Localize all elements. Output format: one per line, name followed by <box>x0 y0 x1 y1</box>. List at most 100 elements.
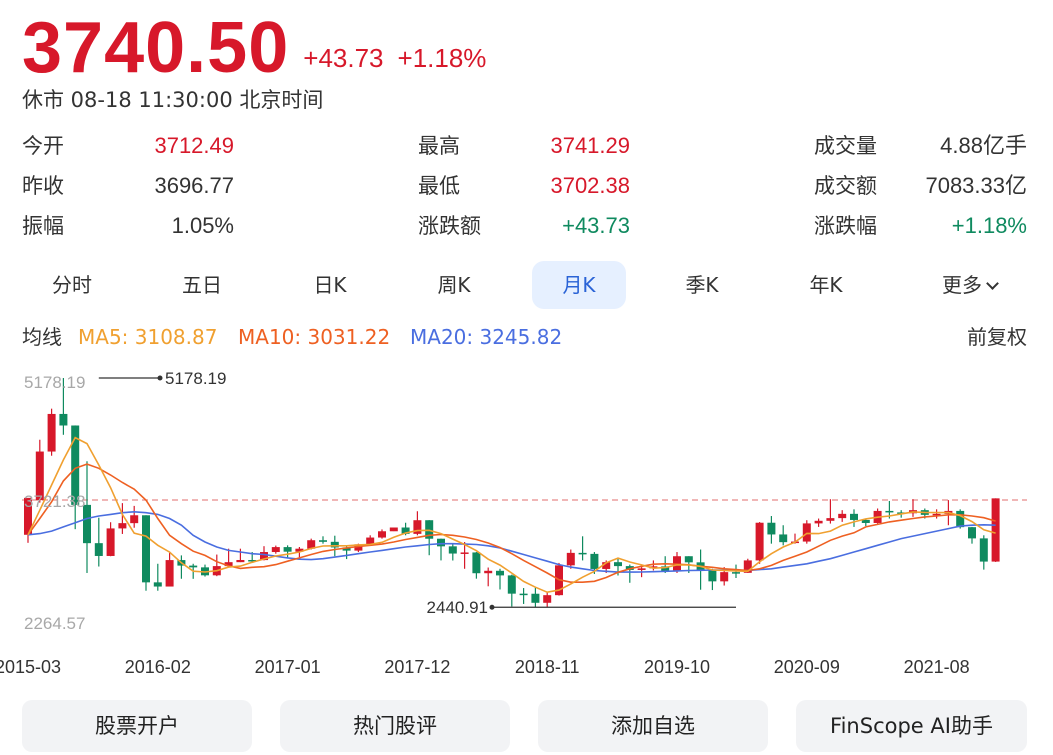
x-axis-label: 2015-03 <box>0 657 61 677</box>
candle-body <box>354 544 363 551</box>
candle-body <box>366 537 375 545</box>
ma20-line <box>27 510 996 573</box>
x-axis-label: 2021-08 <box>904 657 970 677</box>
high-annotation-label: 5178.19 <box>165 369 226 388</box>
candle-body <box>968 527 976 539</box>
kline-chart-svg: 5178.19 3721.38 2264.57 5178.19 2440.91 2015-… <box>0 369 1027 677</box>
stat-value: 3712.49 <box>154 133 234 158</box>
x-axis-label: 2018-11 <box>515 657 580 677</box>
candle-body <box>566 552 575 566</box>
candle-body <box>130 515 139 524</box>
candle-body <box>59 413 68 426</box>
candle-body <box>496 570 504 576</box>
candle-body <box>260 552 268 561</box>
tab-five-day[interactable]: 五日 <box>182 273 222 297</box>
finscope-ai-button[interactable]: FinScope AI助手 <box>796 700 1027 752</box>
period-tabs: 分时 五日 日K 周K 月K 季K 年K 更多 <box>22 261 1027 309</box>
stat-prev-close: 昨收 3696.77 <box>22 166 234 206</box>
candle-body <box>661 566 670 572</box>
ma10-line <box>27 463 996 583</box>
candle-body <box>71 425 80 505</box>
candle-body <box>578 552 587 555</box>
candle-body <box>165 560 174 587</box>
candle-body <box>732 572 740 574</box>
candle-body <box>307 540 316 549</box>
tab-intraday[interactable]: 分时 <box>52 273 92 297</box>
candle-body <box>708 570 717 582</box>
stats-grid: 今开 3712.49 最高 3741.29 成交量 4.88亿手 昨收 3696… <box>22 126 1027 246</box>
stat-open: 今开 3712.49 <box>22 126 234 166</box>
stat-value: 3741.29 <box>550 133 630 158</box>
stat-value: +1.18% <box>951 213 1027 238</box>
candle-body <box>779 534 788 543</box>
candle-body <box>94 543 103 556</box>
candle-body <box>507 575 516 594</box>
tab-more[interactable]: 更多 <box>912 261 1027 309</box>
price-change-percent: +1.18% <box>397 43 487 73</box>
candle-body <box>472 552 481 574</box>
stat-label: 最低 <box>418 174 460 198</box>
candle-body <box>401 527 410 534</box>
add-watchlist-button[interactable]: 添加自选 <box>538 700 768 752</box>
ma10-value: MA10: 3031.22 <box>238 325 391 349</box>
stat-amplitude: 振幅 1.05% <box>22 206 234 246</box>
stat-value: 1.05% <box>171 213 234 238</box>
stat-label: 振幅 <box>22 214 64 238</box>
stat-value: 4.88亿手 <box>940 133 1027 158</box>
stat-label: 涨跌额 <box>418 214 481 238</box>
candle-body <box>802 523 811 542</box>
candle-body <box>448 546 457 554</box>
candle-body <box>437 538 445 547</box>
candle-body <box>425 520 434 539</box>
candle-body <box>378 531 386 538</box>
low-annotation-dot <box>489 604 495 610</box>
candle-body <box>24 497 32 535</box>
y-axis-label: 5178.19 <box>24 373 85 392</box>
candle-body <box>531 593 540 603</box>
open-account-button[interactable]: 股票开户 <box>22 700 252 752</box>
candle-body <box>142 515 150 583</box>
candle-body <box>838 513 847 519</box>
candle-body <box>826 518 835 521</box>
stat-high: 最高 3741.29 <box>418 126 630 166</box>
chevron-down-icon <box>986 277 999 290</box>
candle-body <box>319 540 327 542</box>
stat-low: 最低 3702.38 <box>418 166 630 206</box>
forward-adjust-toggle[interactable]: 前复权 <box>967 325 1027 349</box>
candle-body <box>814 520 823 524</box>
candle-body <box>590 553 599 569</box>
x-axis-label: 2020-09 <box>774 657 840 677</box>
candle-body <box>850 513 858 520</box>
ma-title: 均线 <box>22 325 62 349</box>
stat-value: 7083.33亿 <box>925 173 1027 198</box>
tab-monthly-k[interactable]: 月K <box>532 261 626 309</box>
stat-volume: 成交量 4.88亿手 <box>814 126 1027 166</box>
kline-chart[interactable]: 5178.19 3721.38 2264.57 5178.19 2440.91 2015-… <box>0 360 1053 690</box>
tab-weekly-k[interactable]: 周K <box>437 273 471 297</box>
index-price: 3740.50 <box>22 8 290 88</box>
ma5-line <box>27 436 996 594</box>
stat-label: 成交额 <box>814 174 877 198</box>
candle-body <box>106 528 115 556</box>
candle-body <box>413 520 422 534</box>
candle-body <box>224 562 233 567</box>
tab-more-label: 更多 <box>942 273 982 297</box>
hot-comments-button[interactable]: 热门股评 <box>280 700 510 752</box>
candle-body <box>342 547 351 551</box>
ma20-value: MA20: 3245.82 <box>410 325 563 349</box>
ma5-value: MA5: 3108.87 <box>78 325 218 349</box>
bottom-actions: 股票开户 热门股评 添加自选 FinScope AI助手 <box>22 700 1027 752</box>
candle-body <box>543 595 552 603</box>
candle-body <box>684 556 693 563</box>
candle-body <box>979 538 988 562</box>
tab-quarterly-k[interactable]: 季K <box>685 273 719 297</box>
candle-body <box>236 559 245 563</box>
stat-label: 成交量 <box>814 134 877 158</box>
tab-daily-k[interactable]: 日K <box>313 273 347 297</box>
stat-turnover: 成交额 7083.33亿 <box>814 166 1027 206</box>
y-axis-label: 3721.38 <box>24 492 85 511</box>
tab-yearly-k[interactable]: 年K <box>809 273 843 297</box>
candle-body <box>755 522 764 561</box>
candle-body <box>649 566 658 569</box>
candle-body <box>83 504 91 544</box>
